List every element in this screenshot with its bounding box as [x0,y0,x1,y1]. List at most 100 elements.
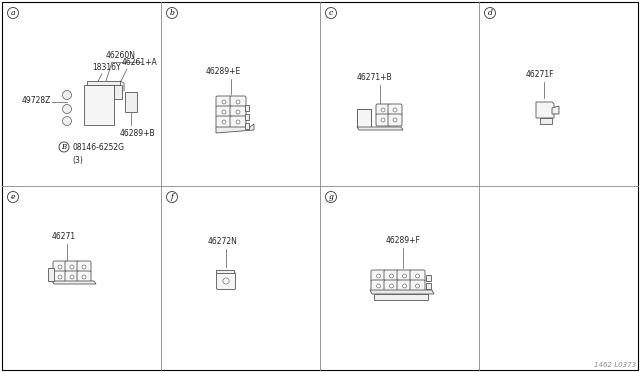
Text: 46271+B: 46271+B [357,73,392,82]
FancyBboxPatch shape [65,261,79,273]
Polygon shape [426,275,431,281]
Circle shape [484,7,495,19]
Circle shape [222,120,226,124]
Circle shape [82,275,86,279]
Circle shape [223,278,229,284]
Circle shape [326,192,337,202]
Polygon shape [357,127,403,130]
Text: a: a [11,9,15,17]
Circle shape [8,7,19,19]
Polygon shape [245,123,249,129]
Circle shape [8,192,19,202]
Polygon shape [370,290,434,294]
Polygon shape [357,109,371,127]
Circle shape [376,284,380,288]
Circle shape [390,274,394,278]
FancyBboxPatch shape [216,273,236,289]
Text: (3): (3) [72,156,83,165]
Text: f: f [171,193,173,201]
FancyBboxPatch shape [77,271,91,283]
Circle shape [376,274,380,278]
Circle shape [415,284,419,288]
FancyBboxPatch shape [371,280,386,292]
FancyBboxPatch shape [230,116,246,128]
FancyBboxPatch shape [216,96,232,108]
Polygon shape [426,283,431,289]
FancyBboxPatch shape [65,271,79,283]
FancyBboxPatch shape [410,280,425,292]
Circle shape [236,120,240,124]
Text: 49728Z: 49728Z [22,96,51,105]
Polygon shape [48,268,54,281]
Text: e: e [11,193,15,201]
Circle shape [63,105,72,113]
FancyBboxPatch shape [397,270,412,282]
Text: 46261+A: 46261+A [122,58,157,67]
Circle shape [390,284,394,288]
Polygon shape [216,270,234,273]
Circle shape [58,275,62,279]
Circle shape [403,274,406,278]
Text: 46260N: 46260N [106,51,136,60]
Circle shape [326,7,337,19]
Circle shape [166,7,177,19]
FancyBboxPatch shape [53,271,67,283]
Circle shape [166,192,177,202]
Text: 46289+B: 46289+B [120,129,156,138]
Polygon shape [114,85,122,99]
FancyBboxPatch shape [371,270,386,282]
Text: 08146-6252G: 08146-6252G [72,142,124,151]
Circle shape [70,275,74,279]
Text: 46289+F: 46289+F [386,236,421,245]
FancyBboxPatch shape [53,261,67,273]
Circle shape [393,108,397,112]
Polygon shape [536,102,554,118]
Text: b: b [170,9,175,17]
Circle shape [58,265,62,269]
Polygon shape [125,92,137,112]
Polygon shape [552,106,559,114]
Circle shape [63,90,72,99]
FancyBboxPatch shape [388,114,402,126]
FancyBboxPatch shape [384,280,399,292]
Text: d: d [488,9,492,17]
FancyBboxPatch shape [230,96,246,108]
Text: B: B [61,143,67,151]
Circle shape [63,116,72,125]
Circle shape [82,265,86,269]
Text: 46271F: 46271F [526,70,554,79]
Polygon shape [216,124,254,133]
Polygon shape [245,105,249,111]
Text: c: c [329,9,333,17]
Circle shape [236,110,240,114]
Circle shape [70,265,74,269]
Polygon shape [374,294,428,300]
Polygon shape [540,118,552,124]
Circle shape [222,100,226,104]
FancyBboxPatch shape [77,261,91,273]
FancyBboxPatch shape [397,280,412,292]
Circle shape [381,118,385,122]
Circle shape [236,100,240,104]
FancyBboxPatch shape [216,106,232,118]
Polygon shape [87,81,120,85]
Circle shape [393,118,397,122]
Text: 1462 L0373: 1462 L0373 [594,362,636,368]
Text: 46272N: 46272N [208,237,238,246]
FancyBboxPatch shape [376,104,390,116]
Circle shape [222,110,226,114]
FancyBboxPatch shape [388,104,402,116]
FancyBboxPatch shape [376,114,390,126]
Polygon shape [245,114,249,120]
Circle shape [381,108,385,112]
Polygon shape [52,281,96,284]
Circle shape [415,274,419,278]
Text: 18316Y: 18316Y [92,63,120,72]
Circle shape [403,284,406,288]
FancyBboxPatch shape [230,106,246,118]
FancyBboxPatch shape [384,270,399,282]
FancyBboxPatch shape [216,116,232,128]
Text: 46271: 46271 [52,232,76,241]
Text: g: g [328,193,333,201]
Text: 46289+E: 46289+E [206,67,241,76]
